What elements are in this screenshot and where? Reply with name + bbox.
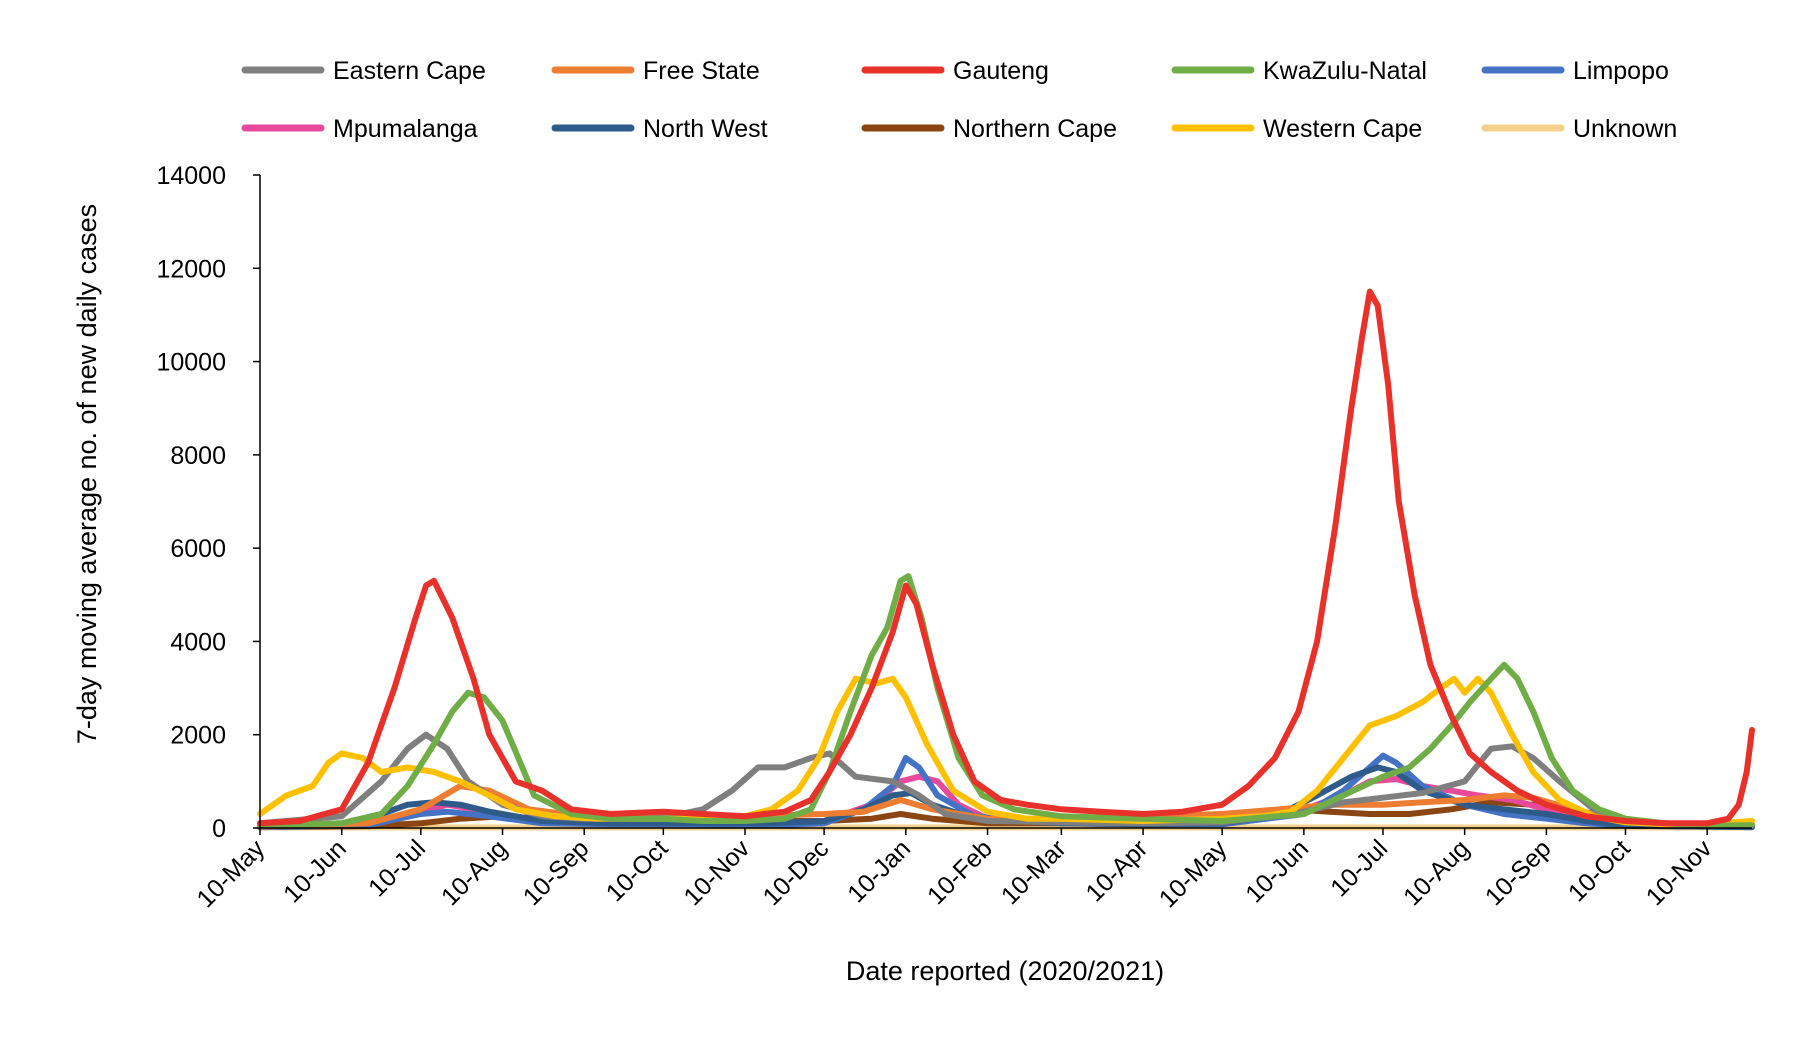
legend-item-north-west: North West <box>551 115 768 143</box>
y-tick-label: 2000 <box>170 722 226 750</box>
x-tick-label: 10-Dec <box>758 834 835 911</box>
y-tick-label: 14000 <box>156 162 226 190</box>
y-axis: 0 2000 4000 6000 8000 10000 12000 14000 <box>156 162 261 843</box>
legend-item-kwazulu-natal: KwaZulu-Natal <box>1171 57 1427 85</box>
y-tick-label: 4000 <box>170 628 226 656</box>
x-tick-label: 10-Jul <box>1325 834 1393 902</box>
x-tick-label: 10-Aug <box>436 834 513 911</box>
x-tick-label: 10-Oct <box>1563 834 1636 907</box>
x-tick-label: 10-May <box>191 834 270 913</box>
x-tick-label: 10-Nov <box>678 834 755 911</box>
legend-item-western-cape: Western Cape <box>1171 115 1422 143</box>
x-tick-label: 10-Aug <box>1398 834 1475 911</box>
y-tick-label: 12000 <box>156 255 226 283</box>
x-tick-label: 10-Jul <box>363 834 431 902</box>
legend-item-eastern-cape: Eastern Cape <box>241 57 486 85</box>
y-tick-label: 10000 <box>156 349 226 377</box>
x-tick-label: 10-May <box>1154 834 1233 913</box>
legend-label: Limpopo <box>1573 57 1669 85</box>
legend-label: North West <box>643 115 768 143</box>
legend-label: Free State <box>643 57 760 85</box>
legend-item-mpumalanga: Mpumalanga <box>241 115 478 143</box>
legend-label: Mpumalanga <box>333 115 478 143</box>
series-line-gauteng <box>257 288 1755 827</box>
x-tick-label: 10-Sep <box>518 834 595 911</box>
x-tick-label: 10-Jun <box>1240 834 1314 908</box>
x-tick-label: 10-Apr <box>1080 834 1153 907</box>
legend-label: Northern Cape <box>953 115 1117 143</box>
y-axis-title: 7-day moving average no. of new daily ca… <box>72 204 102 744</box>
legend-item-unknown: Unknown <box>1481 115 1677 143</box>
x-tick-label: 10-Feb <box>922 834 998 910</box>
y-tick-label: 8000 <box>170 442 226 470</box>
legend-label: Gauteng <box>953 57 1049 85</box>
x-tick-label: 10-Jan <box>842 834 916 908</box>
legend: Eastern Cape Free State Gauteng KwaZulu-Nat… <box>241 57 1677 143</box>
legend-label: Western Cape <box>1263 115 1422 143</box>
legend-item-gauteng: Gauteng <box>861 57 1049 85</box>
legend-item-free-state: Free State <box>551 57 760 85</box>
x-tick-label: 10-Oct <box>601 834 674 907</box>
legend-item-northern-cape: Northern Cape <box>861 115 1117 143</box>
y-tick-label: 0 <box>212 815 226 843</box>
x-tick-label: 10-Jun <box>278 834 352 908</box>
plot-area <box>257 288 1755 831</box>
x-tick-label: 10-Sep <box>1480 834 1557 911</box>
legend-label: KwaZulu-Natal <box>1263 57 1427 85</box>
x-tick-label: 10-Mar <box>996 834 1072 910</box>
x-axis: 10-May 10-Jun 10-Jul 10-Aug 10-Sep 10-Oct 10-N… <box>191 827 1752 913</box>
x-axis-title: Date reported (2020/2021) <box>846 956 1164 986</box>
legend-label: Unknown <box>1573 115 1677 143</box>
y-tick-label: 6000 <box>170 535 226 563</box>
x-tick-label: 10-Nov <box>1641 834 1718 911</box>
legend-label: Eastern Cape <box>333 57 486 85</box>
legend-item-limpopo: Limpopo <box>1481 57 1669 85</box>
